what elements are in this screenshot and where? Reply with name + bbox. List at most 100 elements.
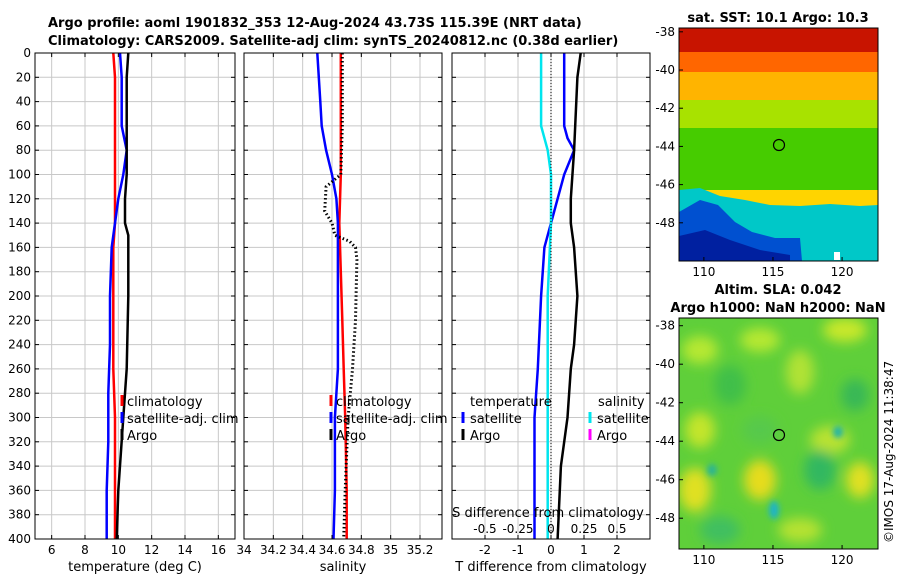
y-tick-label: 360: [8, 483, 31, 497]
y-tick-label: 280: [8, 386, 31, 400]
y-tick-label: 140: [8, 216, 31, 230]
top-tick-label: 0.5: [607, 522, 626, 536]
y-tick-label: 40: [16, 95, 31, 109]
top-tick-label: -0.25: [502, 522, 533, 536]
sst-map-panel: sat. SST: 10.1 Argo: 10.3 -38 -40 -42 -44 -4…: [655, 11, 879, 279]
y-tick-label: 120: [8, 192, 31, 206]
sla-map-image: [679, 318, 878, 549]
y-tick-label: 60: [16, 119, 31, 133]
series-satellite-adj-clim: [105, 52, 128, 539]
map-y-tick-label: -46: [655, 178, 675, 192]
x-tick-label: 8: [81, 543, 89, 557]
top-axis-label: S difference from climatology: [452, 506, 644, 521]
sla-map-title: Altim. SLA: 0.042: [715, 283, 842, 298]
legend-label: Argo: [470, 429, 500, 444]
map-y-tick-label: -44: [655, 139, 675, 153]
x-tick-label: 14: [177, 543, 192, 557]
x-tick-label: 0: [547, 543, 555, 557]
map-x-tick-label: 110: [692, 553, 715, 567]
map-y-tick-label: -38: [655, 25, 675, 39]
y-tick-label: 0: [23, 46, 31, 60]
x-tick-label: 34.8: [348, 543, 375, 557]
y-tick-label: 320: [8, 435, 31, 449]
x-tick-label: 16: [211, 543, 226, 557]
series-t-satellite: [533, 53, 576, 539]
x-tick-label: 6: [48, 543, 56, 557]
legend-label: satellite-adj. clim: [336, 412, 448, 427]
y-tick-label: 200: [8, 289, 31, 303]
y-tick-label: 240: [8, 338, 31, 352]
y-tick-label: 20: [16, 70, 31, 84]
x-tick-label: 34.2: [260, 543, 287, 557]
temperature-profile-panel: 6 8 10 12 14 16 temperature (deg C) 0 20 40 60 80 10…: [8, 46, 239, 575]
legend-label: Argo: [336, 429, 366, 444]
salinity-profile-panel: 34 34.2 34.4 34.6 34.8 35 35.2 salinity climatol…: [236, 52, 448, 575]
y-tick-label: 380: [8, 508, 31, 522]
x-tick-label: 34.6: [319, 543, 346, 557]
y-tick-label: 300: [8, 411, 31, 425]
map-y-tick-label: -42: [655, 396, 675, 410]
legend-label: climatology: [336, 395, 412, 410]
map-x-tick-label: 115: [762, 553, 785, 567]
map-y-tick-label: -42: [655, 101, 675, 115]
map-y-tick-label: -48: [655, 216, 675, 230]
x-tick-label: 34.4: [289, 543, 316, 557]
sst-map-frame: [678, 27, 879, 262]
y-tick-label: 340: [8, 459, 31, 473]
sla-argo-marker: [772, 428, 786, 442]
x-tick-label: 35: [383, 543, 398, 557]
x-axis-label: temperature (deg C): [68, 560, 202, 575]
figure-title-line2: Climatology: CARS2009. Satellite-adj cli…: [48, 34, 618, 49]
map-y-tick-label: -46: [655, 473, 675, 487]
x-tick-label: 35.2: [407, 543, 434, 557]
x-axis-label: salinity: [320, 560, 367, 575]
y-tick-label: 260: [8, 362, 31, 376]
series-argo: [115, 52, 130, 540]
map-y-tick-label: -44: [655, 434, 675, 448]
map-y-tick-label: -40: [655, 357, 675, 371]
y-tick-label: 220: [8, 313, 31, 327]
legend-label: satellite-adj. clim: [127, 412, 239, 427]
top-tick-label: 0.25: [571, 522, 598, 536]
map-x-tick-label: 120: [831, 553, 854, 567]
top-tick-label: -0.5: [473, 522, 496, 536]
top-tick-label: 0: [547, 522, 555, 536]
sla-map-panel: Altim. SLA: 0.042 Argo h1000: NaN h2000:…: [655, 283, 885, 567]
x-tick-label: 34: [236, 543, 251, 557]
legend-title-temperature: temperature: [470, 395, 552, 410]
difference-profile-panel: -2 -1 0 1 2 T difference from climatology temp…: [451, 52, 651, 575]
y-tick-label: 80: [16, 143, 31, 157]
map-y-tick-label: -38: [655, 319, 675, 333]
series-t-argo: [556, 52, 582, 540]
x-tick-label: -1: [512, 543, 524, 557]
y-tick-label: 400: [8, 532, 31, 546]
figure-title-line1: Argo profile: aoml 1901832_353 12-Aug-20…: [48, 16, 582, 31]
series-climatology: [112, 52, 117, 539]
map-x-tick-label: 120: [831, 265, 854, 279]
x-tick-label: 1: [580, 543, 588, 557]
x-tick-label: 12: [144, 543, 159, 557]
legend-label: climatology: [127, 395, 203, 410]
sla-map-subtitle: Argo h1000: NaN h2000: NaN: [670, 301, 885, 316]
map-x-tick-label: 110: [692, 265, 715, 279]
legend-label: satellite: [597, 412, 649, 427]
imos-credit: ©IMOS 17-Aug-2024 11:38:47: [882, 361, 896, 543]
legend-label: Argo: [127, 429, 157, 444]
series-s-satellite: [539, 53, 553, 539]
map-x-tick-label: 115: [762, 265, 785, 279]
sst-map-title: sat. SST: 10.1 Argo: 10.3: [687, 11, 868, 26]
x-tick-label: -2: [479, 543, 491, 557]
legend-title-salinity: salinity: [598, 395, 645, 410]
legend-label: Argo: [597, 429, 627, 444]
series-satellite-adj-clim: [316, 52, 340, 540]
sst-map-image: [679, 28, 878, 261]
x-axis-label: T difference from climatology: [454, 560, 647, 575]
sla-map-frame: [678, 317, 879, 550]
y-tick-label: 180: [8, 265, 31, 279]
legend-label: satellite: [470, 412, 522, 427]
x-tick-label: 2: [613, 543, 621, 557]
sst-argo-marker: [772, 138, 786, 152]
map-y-tick-label: -48: [655, 511, 675, 525]
y-tick-label: 160: [8, 240, 31, 254]
